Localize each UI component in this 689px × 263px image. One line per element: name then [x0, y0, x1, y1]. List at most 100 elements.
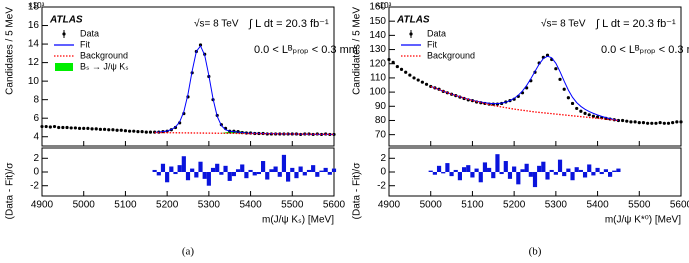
- data-point: [48, 125, 52, 129]
- y-tick-label: 100: [369, 87, 386, 98]
- annotation: 0.0 < Lᴮₚᵣₒₚ < 0.3 mm: [601, 44, 689, 56]
- residual-bar: [315, 172, 320, 177]
- legend-label: Background: [427, 50, 475, 60]
- y-tick-label: 120: [369, 58, 386, 69]
- x-tick-label: 5200: [156, 200, 179, 211]
- legend-label: Fit: [80, 39, 90, 49]
- legend-label: Data: [427, 28, 446, 38]
- data-point: [404, 70, 408, 74]
- data-point: [102, 127, 107, 131]
- residual-bar: [507, 172, 513, 179]
- residual-bar: [269, 169, 274, 172]
- residual-bar: [574, 167, 579, 172]
- data-point: [115, 128, 119, 132]
- data-point: [391, 60, 395, 64]
- residual-bar: [181, 156, 186, 172]
- residual-y-axis-title: (Data - Fit)/σ: [5, 162, 16, 220]
- residual-bar: [516, 172, 521, 185]
- data-point: [637, 120, 641, 125]
- x-tick-label: 5300: [198, 200, 221, 211]
- data-point: [646, 121, 650, 125]
- residual-bar: [520, 169, 525, 172]
- residual-bar: [231, 172, 236, 177]
- data-point: [77, 126, 82, 130]
- residual-bar: [165, 172, 170, 183]
- residual-y-tick-label: 0: [33, 167, 39, 178]
- plot-frame: [41, 6, 335, 147]
- residual-bar: [603, 169, 608, 172]
- data-point: [107, 128, 111, 132]
- data-point: [587, 113, 591, 117]
- data-point: [591, 114, 596, 118]
- x-axis-title: m(J/ψ Kₛ) [MeV]: [262, 215, 334, 226]
- residual-bar: [177, 165, 182, 172]
- data-point: [387, 57, 391, 62]
- residual-bar: [499, 172, 504, 175]
- residual-bar: [240, 164, 245, 172]
- residual-bar: [524, 163, 529, 172]
- y-tick-label: 90: [375, 101, 387, 112]
- residual-bar: [528, 172, 533, 177]
- residual-bar: [327, 172, 332, 175]
- data-point: [40, 124, 44, 129]
- residual-bar: [277, 172, 282, 177]
- residual-bar: [591, 172, 596, 176]
- data-point: [633, 120, 637, 124]
- residual-bar: [311, 165, 316, 172]
- residual-bar: [512, 166, 517, 172]
- data-point: [654, 121, 658, 125]
- data-point: [144, 130, 148, 134]
- residual-bar: [537, 165, 542, 172]
- data-point: [61, 125, 65, 130]
- residual-bar: [319, 170, 324, 172]
- residual-bar: [466, 165, 471, 172]
- residual-bar: [194, 172, 199, 178]
- residual-bar: [453, 169, 458, 172]
- data-point: [424, 82, 429, 86]
- data-point: [671, 120, 675, 125]
- residual-bar: [235, 169, 241, 172]
- residual-bar: [185, 172, 191, 181]
- residual-y-tick-label: 0: [380, 167, 386, 178]
- data-point: [629, 120, 633, 124]
- data-point: [73, 126, 77, 130]
- y-tick-label: 14: [28, 39, 40, 50]
- residual-y-tick-label: 2: [380, 153, 386, 164]
- data-point: [82, 126, 86, 130]
- data-point: [621, 118, 625, 123]
- residual-bar: [223, 165, 228, 172]
- residual-bar: [470, 172, 475, 178]
- y-axis-title: Candidates / 5 MeV: [5, 7, 16, 95]
- data-point: [420, 80, 424, 84]
- data-point: [562, 87, 566, 91]
- legend-label: Background: [80, 50, 128, 60]
- residual-bar: [582, 172, 588, 178]
- data-point: [583, 111, 587, 115]
- annotation: ∫ L dt = 20.3 fb⁻¹: [595, 18, 676, 30]
- y-tick-label: 8: [33, 94, 39, 105]
- residual-bar: [331, 168, 337, 172]
- residual-bar: [294, 172, 299, 179]
- residual-bar: [156, 172, 161, 176]
- y-tick-label: 18: [28, 2, 40, 13]
- residual-bar: [198, 161, 203, 172]
- y-tick-label: 12: [28, 57, 40, 68]
- x-tick-label: 5400: [239, 200, 262, 211]
- residual-bar: [599, 172, 604, 175]
- legend-label: Fit: [427, 39, 437, 49]
- residual-y-tick-label: -2: [30, 180, 39, 191]
- data-point: [641, 120, 646, 125]
- residual-bar: [302, 172, 307, 176]
- x-tick-label: 5500: [628, 200, 651, 211]
- data-point: [595, 115, 600, 119]
- annotation: ATLAS: [396, 15, 430, 26]
- data-point: [94, 127, 98, 131]
- data-point: [675, 120, 679, 124]
- annotation: ATLAS: [49, 15, 83, 26]
- residual-bar: [562, 172, 567, 177]
- data-point: [123, 129, 128, 133]
- residual-bar: [160, 163, 166, 172]
- residual-bar: [474, 168, 479, 172]
- residual-bar: [219, 172, 224, 175]
- caption: (b): [529, 246, 542, 258]
